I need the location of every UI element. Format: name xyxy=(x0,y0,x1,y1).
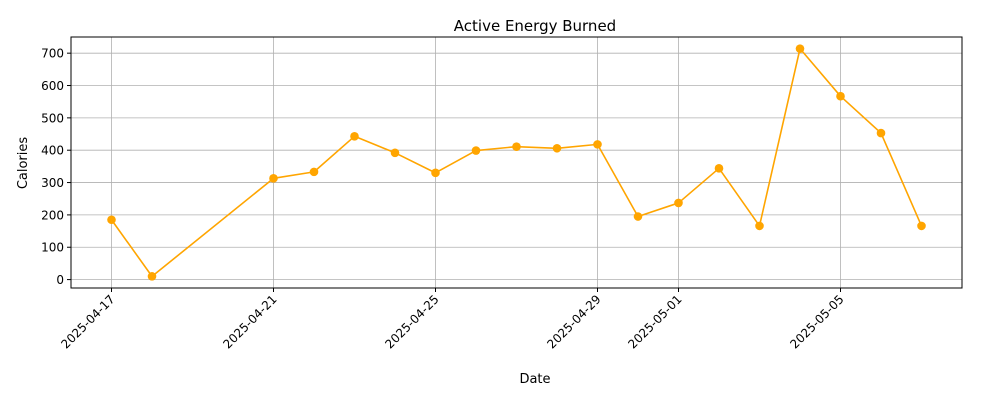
data-point xyxy=(390,148,400,158)
y-tick-label: 700 xyxy=(41,47,64,61)
data-point xyxy=(795,44,805,53)
data-point xyxy=(633,212,643,221)
grid xyxy=(71,37,962,288)
x-tick-label: 2025-04-21 xyxy=(220,292,279,351)
y-axis: 0 100 200 300 400 500 600 700 xyxy=(41,47,71,287)
data-point xyxy=(431,168,440,178)
data-point xyxy=(471,146,481,155)
x-axis-title: Date xyxy=(519,372,550,387)
y-tick-label: 100 xyxy=(41,241,64,255)
series-points-group xyxy=(107,44,926,281)
data-point xyxy=(674,198,683,208)
data-point xyxy=(107,215,116,225)
data-point xyxy=(269,174,278,183)
y-tick-label: 400 xyxy=(41,144,64,158)
chart-title: Active Energy Burned xyxy=(454,17,616,35)
data-point xyxy=(917,221,926,231)
data-point xyxy=(836,91,845,101)
y-tick-label: 200 xyxy=(41,208,64,222)
data-point xyxy=(309,167,319,177)
x-axis: 2025-04-17 2025-04-21 2025-04-25 2025-04-29… xyxy=(58,288,847,351)
x-tick-label: 2025-04-25 xyxy=(382,292,441,351)
y-tick-label: 0 xyxy=(56,273,64,287)
y-tick-label: 600 xyxy=(41,79,64,93)
data-point xyxy=(147,272,157,281)
x-tick-label: 2025-05-01 xyxy=(625,292,684,351)
data-point xyxy=(350,132,359,141)
data-point xyxy=(593,140,602,149)
data-point xyxy=(876,128,886,138)
y-tick-label: 500 xyxy=(41,111,64,125)
data-point xyxy=(552,143,562,153)
x-tick-label: 2025-05-05 xyxy=(787,292,846,351)
x-tick-label: 2025-04-29 xyxy=(544,292,603,351)
x-tick-label: 2025-04-17 xyxy=(58,292,117,351)
y-axis-title: Calories xyxy=(16,137,31,190)
data-point xyxy=(714,164,724,173)
y-tick-label: 300 xyxy=(41,176,64,190)
series-line xyxy=(110,47,923,278)
plot-frame xyxy=(70,36,963,289)
series-line-group xyxy=(110,47,923,278)
data-point xyxy=(755,221,764,231)
data-point xyxy=(512,142,521,151)
